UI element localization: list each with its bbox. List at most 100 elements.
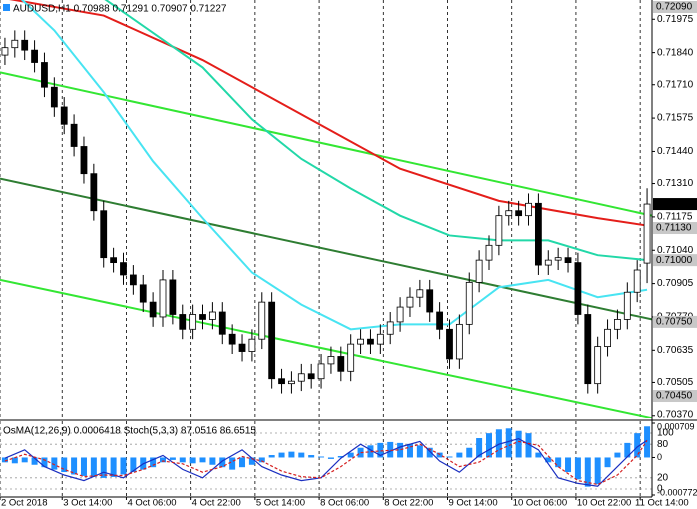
candle-body bbox=[100, 210, 108, 259]
price-label: 0.70450 bbox=[656, 391, 693, 402]
x-tick-label: 11 Oct 14:00 bbox=[635, 498, 689, 509]
osma-bar bbox=[357, 447, 364, 458]
indicator-line bbox=[0, 278, 652, 418]
osma-bar bbox=[426, 447, 433, 458]
candle-body bbox=[623, 291, 631, 320]
osma-bar bbox=[80, 457, 87, 476]
osma-bar bbox=[594, 457, 601, 485]
stoch-tick-label: 100 bbox=[657, 428, 674, 439]
candle-body bbox=[367, 338, 374, 345]
osma-bar bbox=[229, 457, 236, 470]
candle-body bbox=[376, 333, 384, 345]
y-tick-label: 0.71440 bbox=[657, 146, 694, 157]
price-plot bbox=[0, 0, 652, 418]
candle-body bbox=[70, 123, 78, 147]
osma-bar bbox=[11, 457, 18, 464]
osma-bar bbox=[110, 457, 117, 477]
osma-bar bbox=[130, 457, 137, 473]
candle-body bbox=[297, 373, 305, 382]
candle-body bbox=[80, 146, 88, 175]
y-tick-label: 0.71710 bbox=[657, 79, 694, 90]
candle-body bbox=[544, 259, 552, 266]
y-tick-label: 0.71575 bbox=[657, 113, 694, 124]
x-tick-label: 8 Oct 22:00 bbox=[384, 498, 433, 509]
oscillator-plot bbox=[0, 421, 652, 497]
osma-tick-label: 0 bbox=[657, 452, 662, 462]
stoch-line bbox=[4, 437, 648, 487]
osma-bar bbox=[41, 457, 48, 468]
candle-body bbox=[515, 210, 523, 217]
candle-body bbox=[485, 244, 493, 261]
price-label-box bbox=[653, 1, 697, 13]
stoch-tick-label: 80 bbox=[657, 439, 669, 450]
candle-body bbox=[288, 380, 295, 385]
candle-body bbox=[110, 257, 118, 264]
candle-body bbox=[643, 203, 651, 264]
osma-bar bbox=[476, 438, 483, 458]
candle-body bbox=[416, 289, 424, 298]
osma-bar bbox=[327, 457, 334, 459]
osma-bar bbox=[150, 457, 157, 468]
osma-bar bbox=[248, 457, 255, 465]
candle-body bbox=[268, 301, 276, 380]
price-label-box bbox=[653, 315, 697, 328]
osma-bar bbox=[51, 457, 58, 470]
candle-body bbox=[149, 301, 157, 318]
price-label-box bbox=[653, 254, 697, 267]
candle-body bbox=[208, 311, 216, 320]
candle-body bbox=[525, 202, 532, 217]
osma-bar bbox=[337, 456, 344, 458]
candle-body bbox=[278, 378, 285, 385]
osma-bar bbox=[604, 457, 611, 468]
osma-bar bbox=[505, 428, 512, 458]
candle-body bbox=[604, 328, 611, 348]
osma-bar bbox=[535, 452, 542, 458]
x-tick-label: 3 Oct 14:00 bbox=[63, 498, 112, 509]
candle-body bbox=[406, 296, 414, 308]
y-tick-label: 0.70635 bbox=[657, 345, 694, 356]
y-tick-label: 0.70905 bbox=[657, 278, 694, 289]
y-tick-label: 0.70505 bbox=[657, 377, 694, 388]
osma-bar bbox=[436, 452, 443, 458]
osma-bar bbox=[169, 457, 176, 460]
osma-bar bbox=[614, 452, 621, 458]
osma-bar bbox=[219, 457, 226, 468]
osma-bar bbox=[31, 457, 38, 465]
x-tick-label: 8 Oct 06:00 bbox=[320, 498, 369, 509]
osma-bar bbox=[318, 456, 325, 458]
candle-body bbox=[307, 373, 315, 380]
indicator-line bbox=[0, 71, 652, 217]
osma-bar bbox=[268, 455, 275, 458]
candle-body bbox=[426, 289, 434, 313]
candle-body bbox=[475, 259, 483, 283]
osma-bar bbox=[486, 433, 492, 458]
candle-body bbox=[337, 356, 345, 372]
osma-bar bbox=[634, 433, 641, 458]
indicator-line bbox=[104, 0, 648, 262]
osma-bar bbox=[21, 457, 28, 463]
osma-bar bbox=[387, 441, 394, 458]
y-tick-label: 0.71840 bbox=[657, 47, 694, 58]
price-label-box bbox=[653, 222, 697, 235]
osma-bar bbox=[574, 457, 581, 480]
price-label: 0.70750 bbox=[656, 317, 693, 328]
candle-body bbox=[169, 279, 177, 315]
candle-body bbox=[347, 343, 355, 372]
y-tick-label: 0.70370 bbox=[657, 410, 694, 421]
y-tick-label: 0.71040 bbox=[657, 245, 694, 256]
candle-body bbox=[396, 306, 404, 323]
x-tick-label: 2 Oct 2018 bbox=[1, 498, 47, 509]
candle-body bbox=[179, 314, 187, 330]
osma-bar bbox=[495, 429, 502, 458]
candle-body bbox=[199, 314, 206, 320]
candle-body bbox=[317, 363, 325, 380]
x-tick-label: 9 Oct 14:00 bbox=[449, 498, 498, 509]
osma-bar bbox=[179, 457, 186, 463]
y-tick-label: 0.71310 bbox=[657, 178, 694, 189]
osma-bar bbox=[584, 457, 591, 487]
y-tick-label: 0.71175 bbox=[657, 212, 693, 223]
candle-body bbox=[60, 106, 68, 125]
osma-bar bbox=[199, 457, 206, 463]
candle-body bbox=[120, 262, 127, 276]
candle-body bbox=[357, 338, 364, 345]
